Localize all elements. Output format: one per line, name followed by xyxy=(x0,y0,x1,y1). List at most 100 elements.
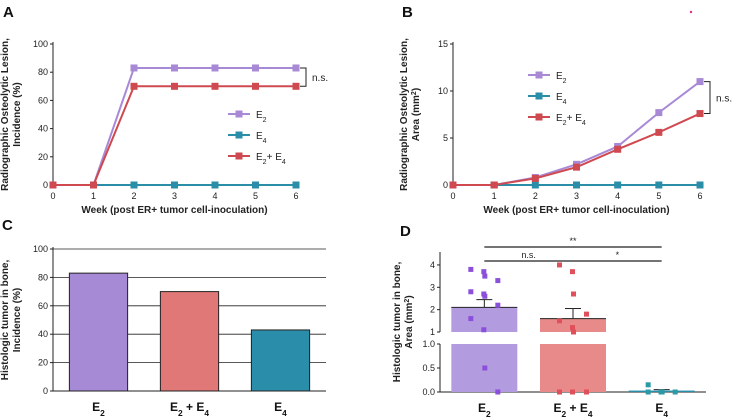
legend-label-sub: 4 xyxy=(263,138,267,145)
y-axis-label-line2-text: Incidence (%) xyxy=(12,288,23,352)
y-axis-label-line2-close: ) xyxy=(411,88,422,91)
legend-label: E4 xyxy=(256,131,267,145)
data-point xyxy=(130,82,138,90)
category-label-base: E xyxy=(274,400,282,414)
category-label-sub: 2 xyxy=(486,409,491,418)
y-tick-label: 60 xyxy=(38,95,48,105)
category-label-suffix: + E xyxy=(183,400,205,414)
category-label-base: E xyxy=(553,401,561,415)
y-axis-label: Histologic tumor in bone, Area (mm2) xyxy=(392,262,415,383)
y-tick-label: 0 xyxy=(443,180,448,190)
y-tick-label: 2 xyxy=(430,305,435,315)
y-tick-label: 0.5 xyxy=(422,363,435,373)
x-tick-label: 2 xyxy=(131,191,136,201)
category-label-base: E xyxy=(170,400,178,414)
x-axis-label: Week (post ER+ tumor cell-inoculation) xyxy=(483,205,669,216)
panel-letter: A xyxy=(3,4,14,21)
y-tick-label: 3 xyxy=(430,282,435,292)
data-point xyxy=(658,389,664,395)
decorative-dot xyxy=(689,10,693,14)
data-point xyxy=(490,181,498,189)
data-point xyxy=(468,316,474,322)
data-point xyxy=(531,181,539,189)
series-line xyxy=(453,112,701,186)
data-point xyxy=(696,181,704,189)
data-point xyxy=(573,163,580,171)
data-point xyxy=(557,318,562,324)
data-point xyxy=(482,365,488,371)
data-point xyxy=(481,327,487,333)
legend-label-sub: 2 xyxy=(563,78,567,85)
significance-label: n.s. xyxy=(521,250,536,260)
legend-label-suffix: + E xyxy=(567,113,583,124)
y-tick-label: 1.0 xyxy=(422,339,435,349)
data-point xyxy=(696,78,704,86)
y-axis-label-line1: Radiographic Osteolytic Lesion, xyxy=(399,38,410,191)
category-label-sub: 4 xyxy=(282,408,287,418)
legend-label: E2 xyxy=(256,110,267,124)
data-point xyxy=(292,64,300,72)
data-point xyxy=(557,262,562,268)
data-point xyxy=(570,269,575,275)
category-label-sub: 4 xyxy=(663,409,668,418)
y-axis-label-line2-sup: 2 xyxy=(404,299,411,303)
y-axis-label-line2: Incidence (%) xyxy=(12,288,23,352)
data-point xyxy=(584,389,589,395)
legend-label-base: E xyxy=(556,113,563,124)
y-tick-label: 0 xyxy=(43,180,48,190)
x-tick-label: 5 xyxy=(656,191,661,201)
y-tick-label: 40 xyxy=(38,124,48,134)
legend-marker xyxy=(235,131,243,139)
data-point xyxy=(655,181,663,189)
category-label: E2 xyxy=(478,401,491,418)
data-point xyxy=(482,273,488,279)
data-point xyxy=(645,382,651,388)
series-2 xyxy=(49,82,300,189)
data-point xyxy=(211,181,219,189)
data-point xyxy=(468,266,474,272)
data-point xyxy=(571,291,576,297)
legend-label-sub: 4 xyxy=(563,99,567,106)
panel-a-incidence-line-chart: 0 20 40 60 80 100 0 1 2 3 4 5 6 Week (post ER+ tumor … xyxy=(0,4,328,216)
series-2 xyxy=(449,110,704,189)
data-point xyxy=(171,64,178,72)
data-point xyxy=(614,181,622,189)
category-label: E4 xyxy=(655,401,668,418)
legend-label: E4 xyxy=(556,92,567,106)
category-label: E2 xyxy=(92,400,105,418)
data-point xyxy=(171,181,178,189)
bar xyxy=(159,291,220,392)
y-tick-label: 100 xyxy=(33,244,48,254)
y-axis-label: Histologic tumor in bone, Incidence (%) xyxy=(0,260,23,381)
legend-label-base: E xyxy=(556,71,563,82)
legend-marker xyxy=(235,152,243,160)
y-axis-label-line2-text: Area (mm xyxy=(404,302,415,348)
legend-label-sub: 2 xyxy=(263,159,267,166)
bar xyxy=(68,272,129,392)
y-tick-label: 4 xyxy=(430,260,435,270)
data-point xyxy=(481,269,487,275)
legend-label-sub: 2 xyxy=(563,120,567,127)
y-tick-label: 80 xyxy=(38,67,48,77)
category-label-sub: 2 xyxy=(561,409,566,418)
data-point xyxy=(211,64,219,72)
x-tick-label: 2 xyxy=(533,191,538,201)
x-tick-label: 6 xyxy=(293,191,298,201)
data-point xyxy=(495,389,501,395)
data-point xyxy=(449,181,457,189)
category-label-base: E xyxy=(92,400,100,414)
panel-b-area-line-chart: 0 5 10 15 0 1 2 3 4 5 6 Week (post ER+ tumor cell-i… xyxy=(399,4,732,216)
x-tick-label: 1 xyxy=(492,191,497,201)
bar xyxy=(250,329,311,392)
y-tick-label: 60 xyxy=(38,301,48,311)
x-tick-label: 3 xyxy=(574,191,579,201)
data-point xyxy=(252,64,259,72)
panel-letter: C xyxy=(2,217,13,234)
y-tick-label: 0.0 xyxy=(422,387,435,397)
legend-label-sub: 2 xyxy=(263,117,267,124)
